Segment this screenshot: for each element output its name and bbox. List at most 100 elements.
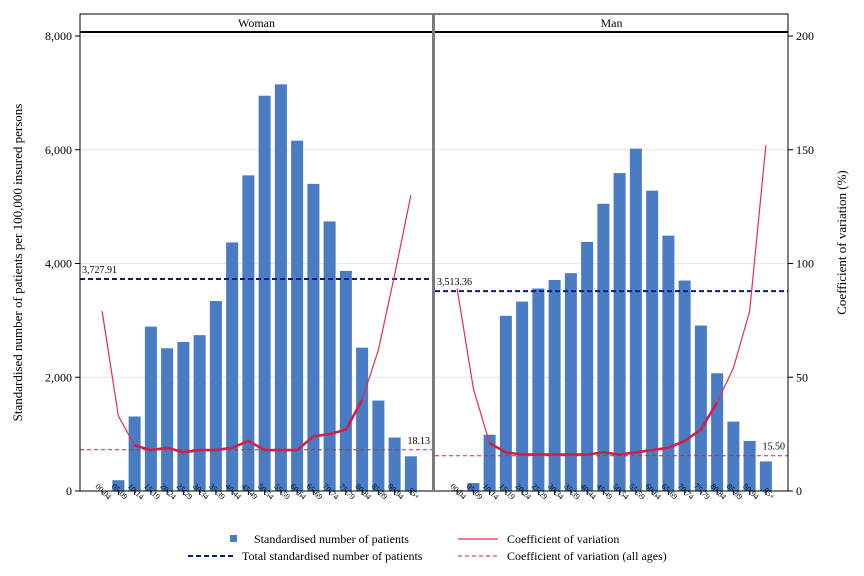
bar — [193, 335, 206, 491]
x-tick-label: 70-74 — [676, 482, 696, 502]
bar — [516, 301, 529, 491]
bar — [339, 270, 352, 491]
x-tick-label: 55-59 — [627, 482, 647, 502]
x-tick-label: 50-54 — [611, 482, 631, 502]
x-tick-label: 40-44 — [224, 482, 244, 502]
total-label: 3,727.91 — [82, 265, 117, 276]
x-tick-label: 50-54 — [256, 482, 276, 502]
x-tick-label: 75-79 — [337, 482, 357, 502]
panel-header — [435, 14, 788, 32]
x-tick-label: 10-14 — [481, 482, 501, 502]
legend-total-label: Total standardised number of patients — [242, 549, 423, 563]
bar — [483, 434, 496, 491]
x-tick-label: 15-19 — [142, 482, 162, 502]
x-tick-label: 60-64 — [644, 482, 664, 502]
bar — [646, 190, 659, 491]
y-tick-label: 2,000 — [45, 370, 72, 384]
x-tick-label: 80-84 — [709, 482, 729, 502]
x-tick-label: 05-09 — [110, 482, 130, 502]
y-tick-label: 6,000 — [45, 143, 72, 157]
bar — [564, 273, 577, 491]
x-tick-label: 85-89 — [370, 482, 390, 502]
x-tick-label: 55-59 — [272, 482, 292, 502]
x-tick-label: 60-64 — [289, 482, 309, 502]
y2-tick-label: 0 — [796, 484, 802, 498]
bar — [112, 480, 125, 491]
x-tick-label: 30-34 — [191, 482, 211, 502]
y2-tick-label: 200 — [796, 29, 814, 43]
bar — [144, 326, 157, 491]
panel-divider — [432, 14, 435, 491]
bar — [226, 242, 239, 491]
bar — [323, 221, 336, 491]
x-tick-label: 00-04 — [449, 482, 469, 502]
cv-line-bold — [134, 399, 364, 454]
bar — [532, 288, 545, 491]
x-tick-label: 80-84 — [354, 482, 374, 502]
bar — [613, 173, 626, 491]
legend: Standardised number of patients Coefficie… — [188, 532, 667, 563]
bar — [372, 400, 385, 491]
bar — [662, 235, 675, 491]
x-tick-label: 20-24 — [514, 482, 534, 502]
bar — [307, 183, 320, 491]
bar — [274, 84, 287, 491]
bar — [161, 348, 174, 491]
x-tick-label: 10-14 — [126, 482, 146, 502]
bar — [177, 341, 190, 491]
x-tick-label: 25-29 — [530, 482, 550, 502]
legend-cv-all-label: Coefficient of variation (all ages) — [507, 549, 667, 563]
x-tick-label: 20-24 — [159, 482, 179, 502]
x-tick-label: 45-49 — [595, 482, 615, 502]
x-tick-label: 65-69 — [305, 482, 325, 502]
x-tick-label: 35-39 — [562, 482, 582, 502]
legend-cv-label: Coefficient of variation — [507, 532, 619, 546]
bar — [499, 315, 512, 491]
bar — [128, 416, 141, 491]
y-axis-title: Standardised number of patients per 100,… — [10, 104, 25, 422]
panel-header — [80, 14, 433, 32]
cv-line-bold — [488, 401, 719, 456]
y2-tick-label: 150 — [796, 143, 814, 157]
bar — [629, 148, 642, 492]
bar — [759, 461, 772, 491]
bar — [727, 421, 740, 491]
bar — [404, 456, 417, 491]
y2-tick-label: 100 — [796, 257, 814, 271]
bar — [209, 301, 222, 491]
bar — [694, 325, 707, 491]
x-tick-label: 00-04 — [94, 482, 114, 502]
bar — [548, 279, 561, 491]
y-tick-label: 0 — [66, 484, 72, 498]
x-tick-label: 40-44 — [579, 482, 599, 502]
panel-man: Man 3,513.36 15.50 00-0405-0910-1415-1920-2… — [435, 14, 788, 502]
bar — [388, 437, 401, 491]
x-tick-label: 35-39 — [207, 482, 227, 502]
x-tick-label: 75-79 — [692, 482, 712, 502]
bar — [711, 373, 724, 491]
bar — [678, 280, 691, 491]
x-tick-label: 90-94 — [386, 482, 406, 502]
bar — [242, 175, 255, 491]
x-tick-label: 70-74 — [321, 482, 341, 502]
x-tick-label: 65-69 — [660, 482, 680, 502]
y2-axis-title: Coefficient of variation (%) — [834, 170, 849, 315]
legend-bar-swatch — [230, 535, 237, 542]
bar — [356, 347, 369, 491]
bar — [743, 440, 756, 491]
cv-all-label: 18.13 — [408, 436, 431, 447]
x-tick-label: 90-94 — [741, 482, 761, 502]
y2-tick-label: 50 — [796, 370, 808, 384]
panel-woman: Woman 3,727.91 18.13 00-0405-0910-1415-1920… — [80, 14, 433, 502]
x-tick-label: 45-49 — [240, 482, 260, 502]
bar — [467, 483, 480, 491]
legend-bar-label: Standardised number of patients — [254, 532, 409, 546]
bar — [581, 241, 594, 491]
y-tick-label: 4,000 — [45, 257, 72, 271]
y-tick-label: 8,000 — [45, 29, 72, 43]
plot-frame — [79, 13, 789, 492]
total-label: 3,513.36 — [437, 277, 472, 288]
x-tick-label: 30-34 — [546, 482, 566, 502]
x-tick-label: 05-09 — [465, 482, 485, 502]
